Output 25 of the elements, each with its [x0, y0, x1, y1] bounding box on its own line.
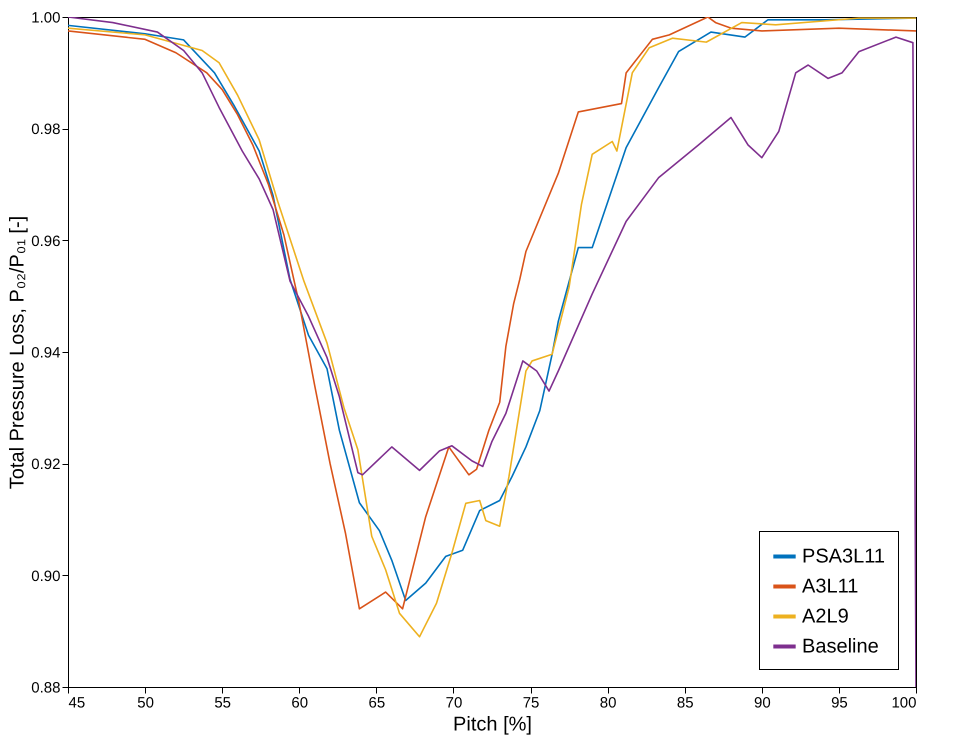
x-tick-label: 65 [368, 694, 386, 712]
x-tick-label: 85 [676, 694, 694, 712]
x-tick-label: 90 [754, 694, 771, 712]
y-axis-title: Total Pressure Loss, P₀₂/P₀₁ [-] [6, 216, 28, 490]
y-tick-label: 1.00 [31, 10, 60, 26]
y-tick-label: 0.96 [31, 232, 60, 250]
x-tick-label: 45 [68, 694, 86, 712]
x-tick-label: 50 [137, 694, 154, 712]
x-tick-label: 95 [831, 694, 848, 712]
y-tick-label: 0.92 [31, 456, 60, 474]
legend-label: Baseline [802, 636, 879, 658]
x-tick-label: 55 [214, 694, 232, 712]
x-tick-label: 80 [600, 694, 616, 712]
x-tick-label: 100 [891, 694, 916, 712]
legend-label: A2L9 [802, 606, 849, 628]
legend-label: A3L11 [802, 576, 858, 598]
y-tick-label: 0.94 [31, 344, 60, 362]
y-tick-label: 0.90 [31, 568, 60, 585]
y-tick-label: 0.88 [31, 680, 60, 696]
x-tick-label: 75 [522, 694, 540, 712]
legend-label: PSA3L11 [802, 546, 886, 568]
x-tick-label: 70 [446, 694, 462, 712]
x-tick-label: 60 [291, 694, 308, 712]
y-tick-label: 0.98 [31, 121, 60, 138]
x-axis-title: Pitch [%] [453, 714, 532, 736]
